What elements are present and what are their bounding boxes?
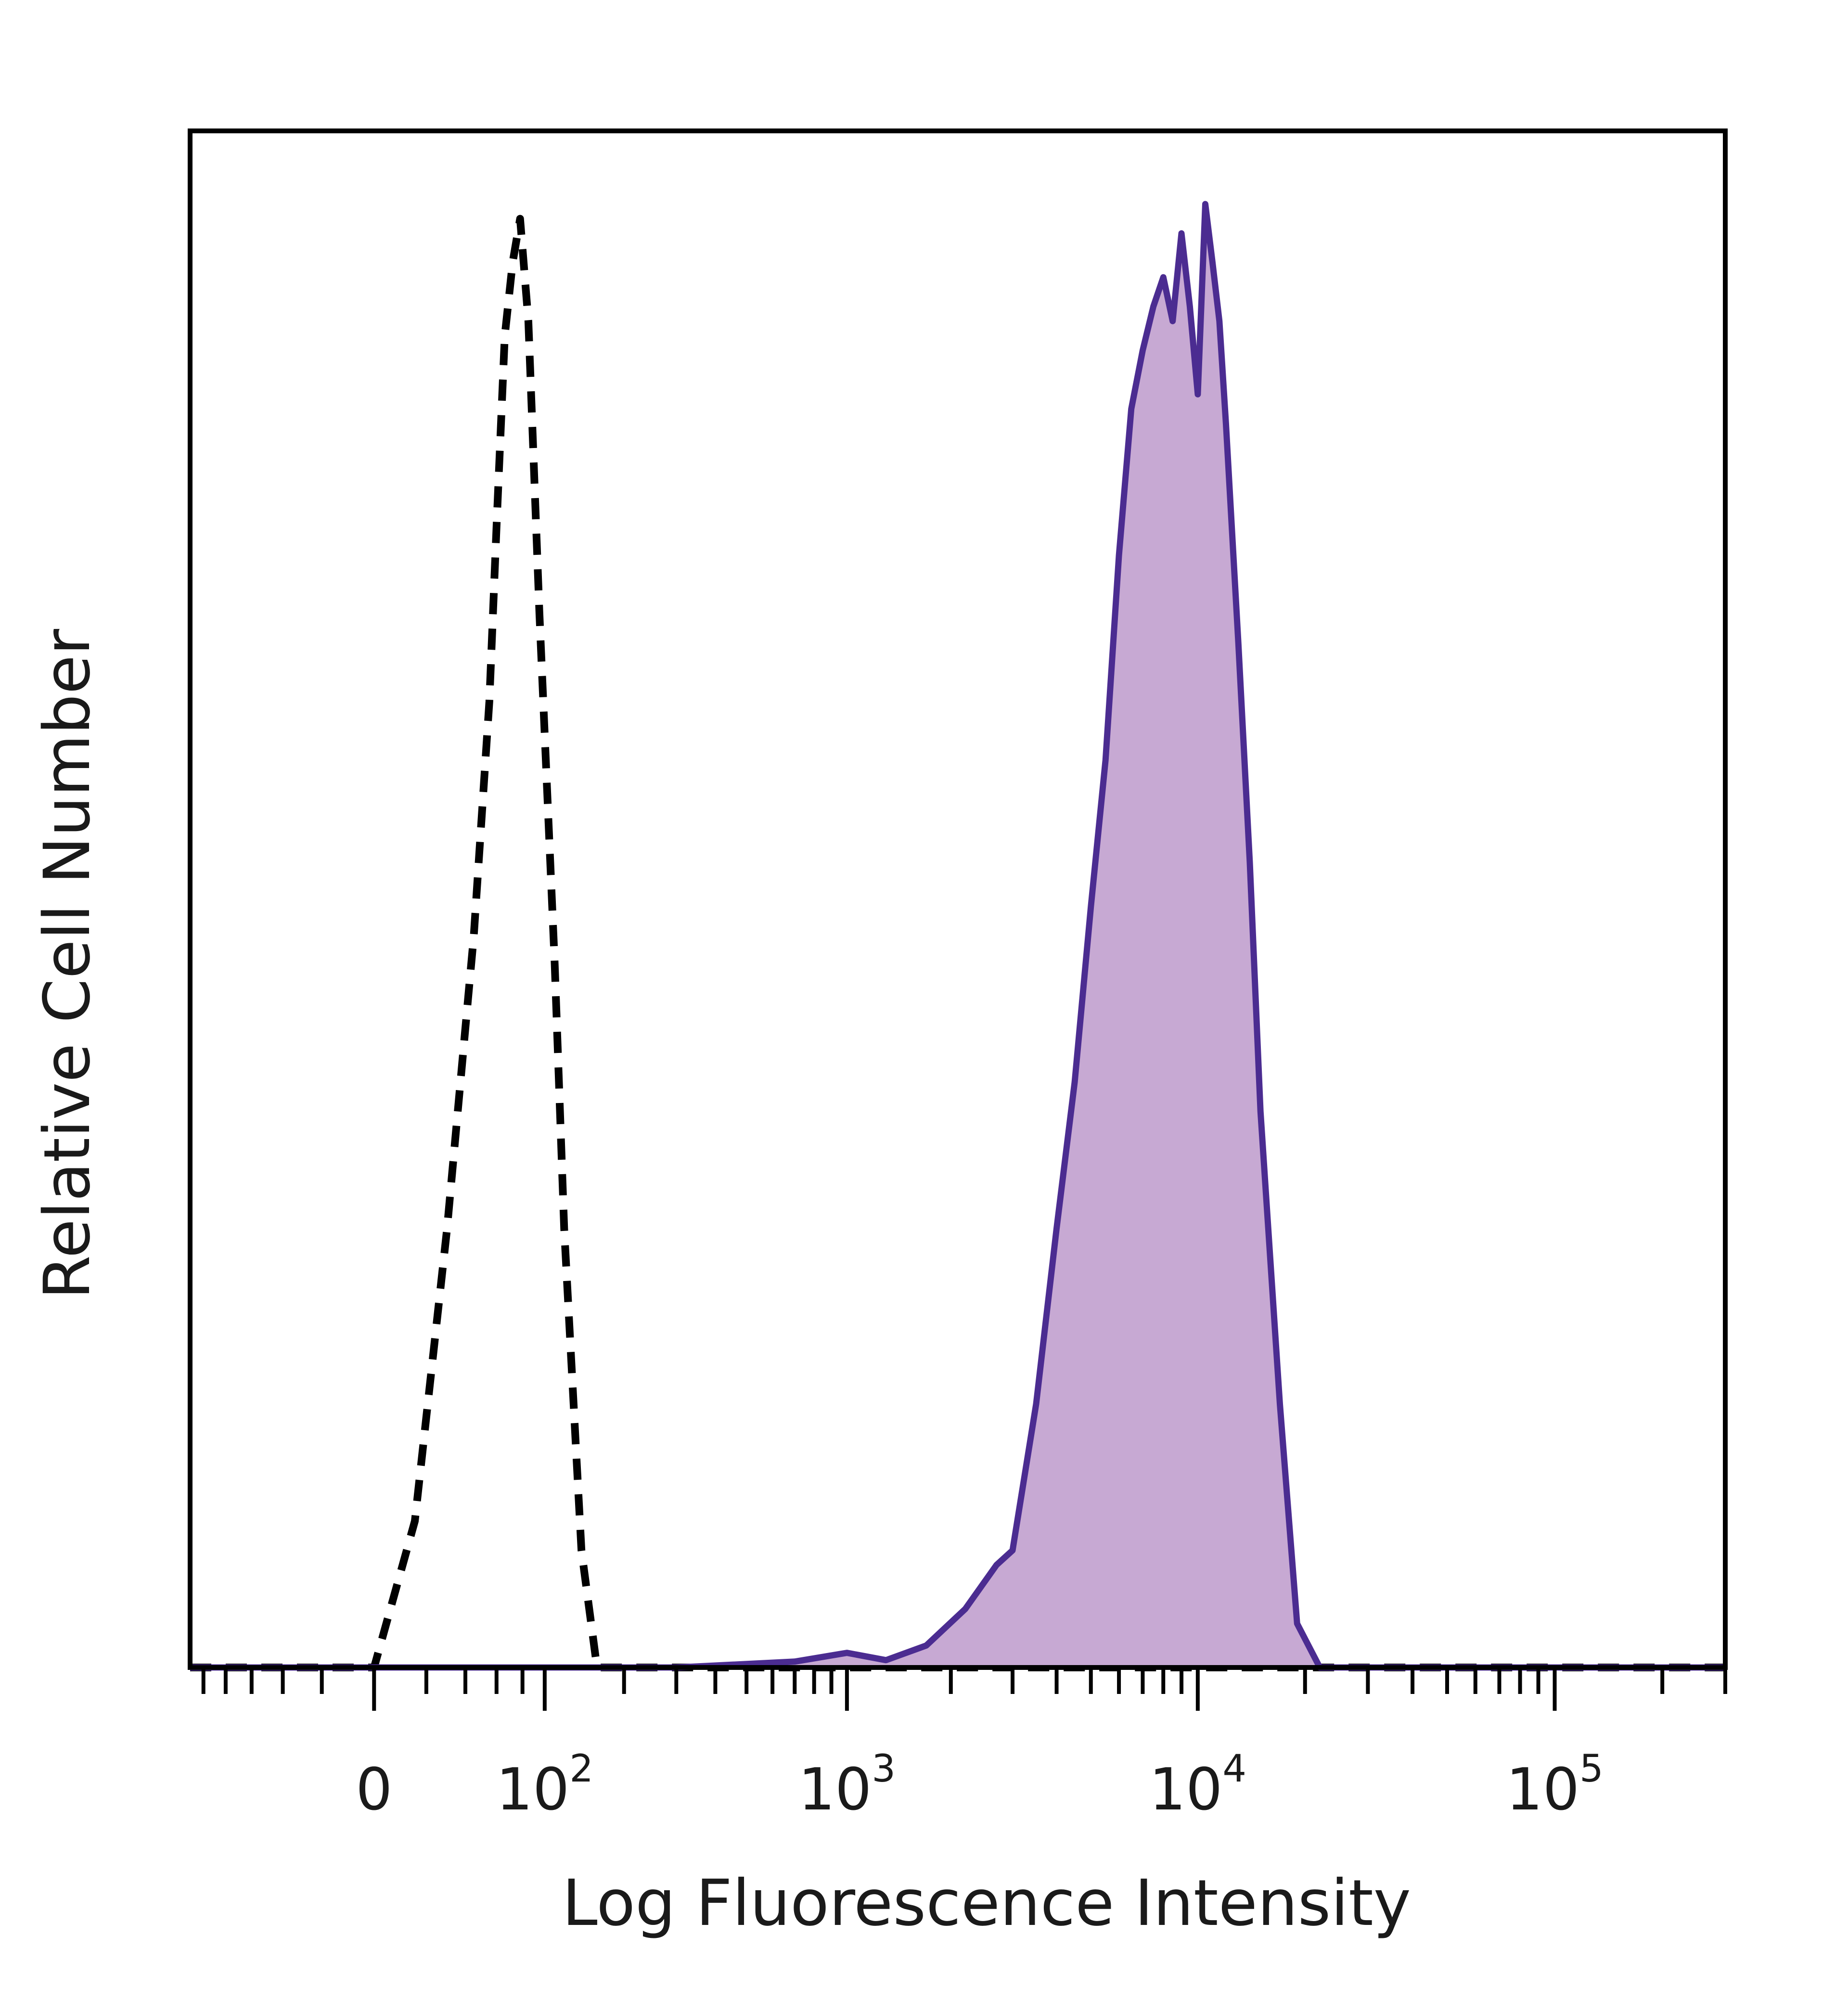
x-tick-label-base: 10 bbox=[1506, 1756, 1579, 1823]
x-tick-label: 102 bbox=[496, 1747, 593, 1823]
x-tick-label-base: 0 bbox=[356, 1756, 392, 1823]
x-tick-label: 104 bbox=[1149, 1747, 1246, 1823]
x-tick-label: 105 bbox=[1506, 1747, 1603, 1823]
x-tick-label: 103 bbox=[798, 1747, 896, 1823]
x-tick-label-exponent: 4 bbox=[1222, 1747, 1246, 1791]
x-axis-tick-labels: 0 102 103 104 105 bbox=[356, 1747, 1604, 1823]
x-axis-ticks bbox=[201, 1667, 1727, 1711]
x-tick-label-base: 10 bbox=[1149, 1756, 1223, 1823]
series-1-line bbox=[190, 201, 1725, 1671]
x-tick-label-exponent: 5 bbox=[1579, 1747, 1604, 1791]
plot-frame bbox=[188, 128, 1728, 1670]
x-tick-label-base: 10 bbox=[496, 1756, 570, 1823]
y-axis-title: Relative Cell Number bbox=[30, 628, 104, 1299]
x-tick-label-base: 10 bbox=[798, 1756, 872, 1823]
x-tick-label-exponent: 3 bbox=[872, 1747, 896, 1791]
x-tick-label: 0 bbox=[356, 1756, 392, 1823]
x-axis-title: Log Fluorescence Intensity bbox=[562, 1866, 1411, 1940]
x-tick-label-exponent: 2 bbox=[569, 1747, 593, 1791]
